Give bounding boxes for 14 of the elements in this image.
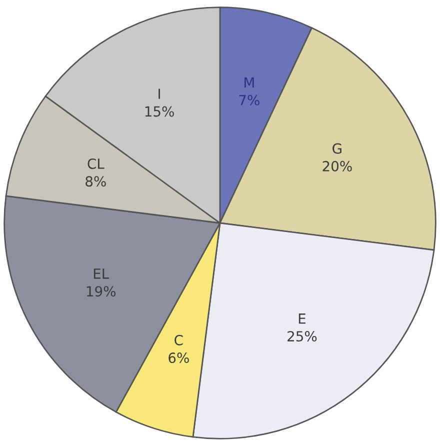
slice-label: EL [94, 268, 110, 279]
data-label: 25% [288, 331, 317, 342]
slice-label: CL [88, 158, 104, 169]
slice-label: M [244, 77, 254, 88]
slice-label: E [298, 314, 306, 324]
slice-label: G [332, 143, 342, 154]
slice-label: C [174, 334, 183, 346]
data-label: 20% [322, 160, 352, 172]
slice-label: I [158, 88, 160, 99]
data-label: 19% [86, 286, 116, 297]
data-label: 15% [145, 106, 174, 117]
data-label: 8% [86, 176, 106, 187]
data-label: 7% [239, 94, 260, 106]
data-label: 6% [168, 352, 189, 364]
